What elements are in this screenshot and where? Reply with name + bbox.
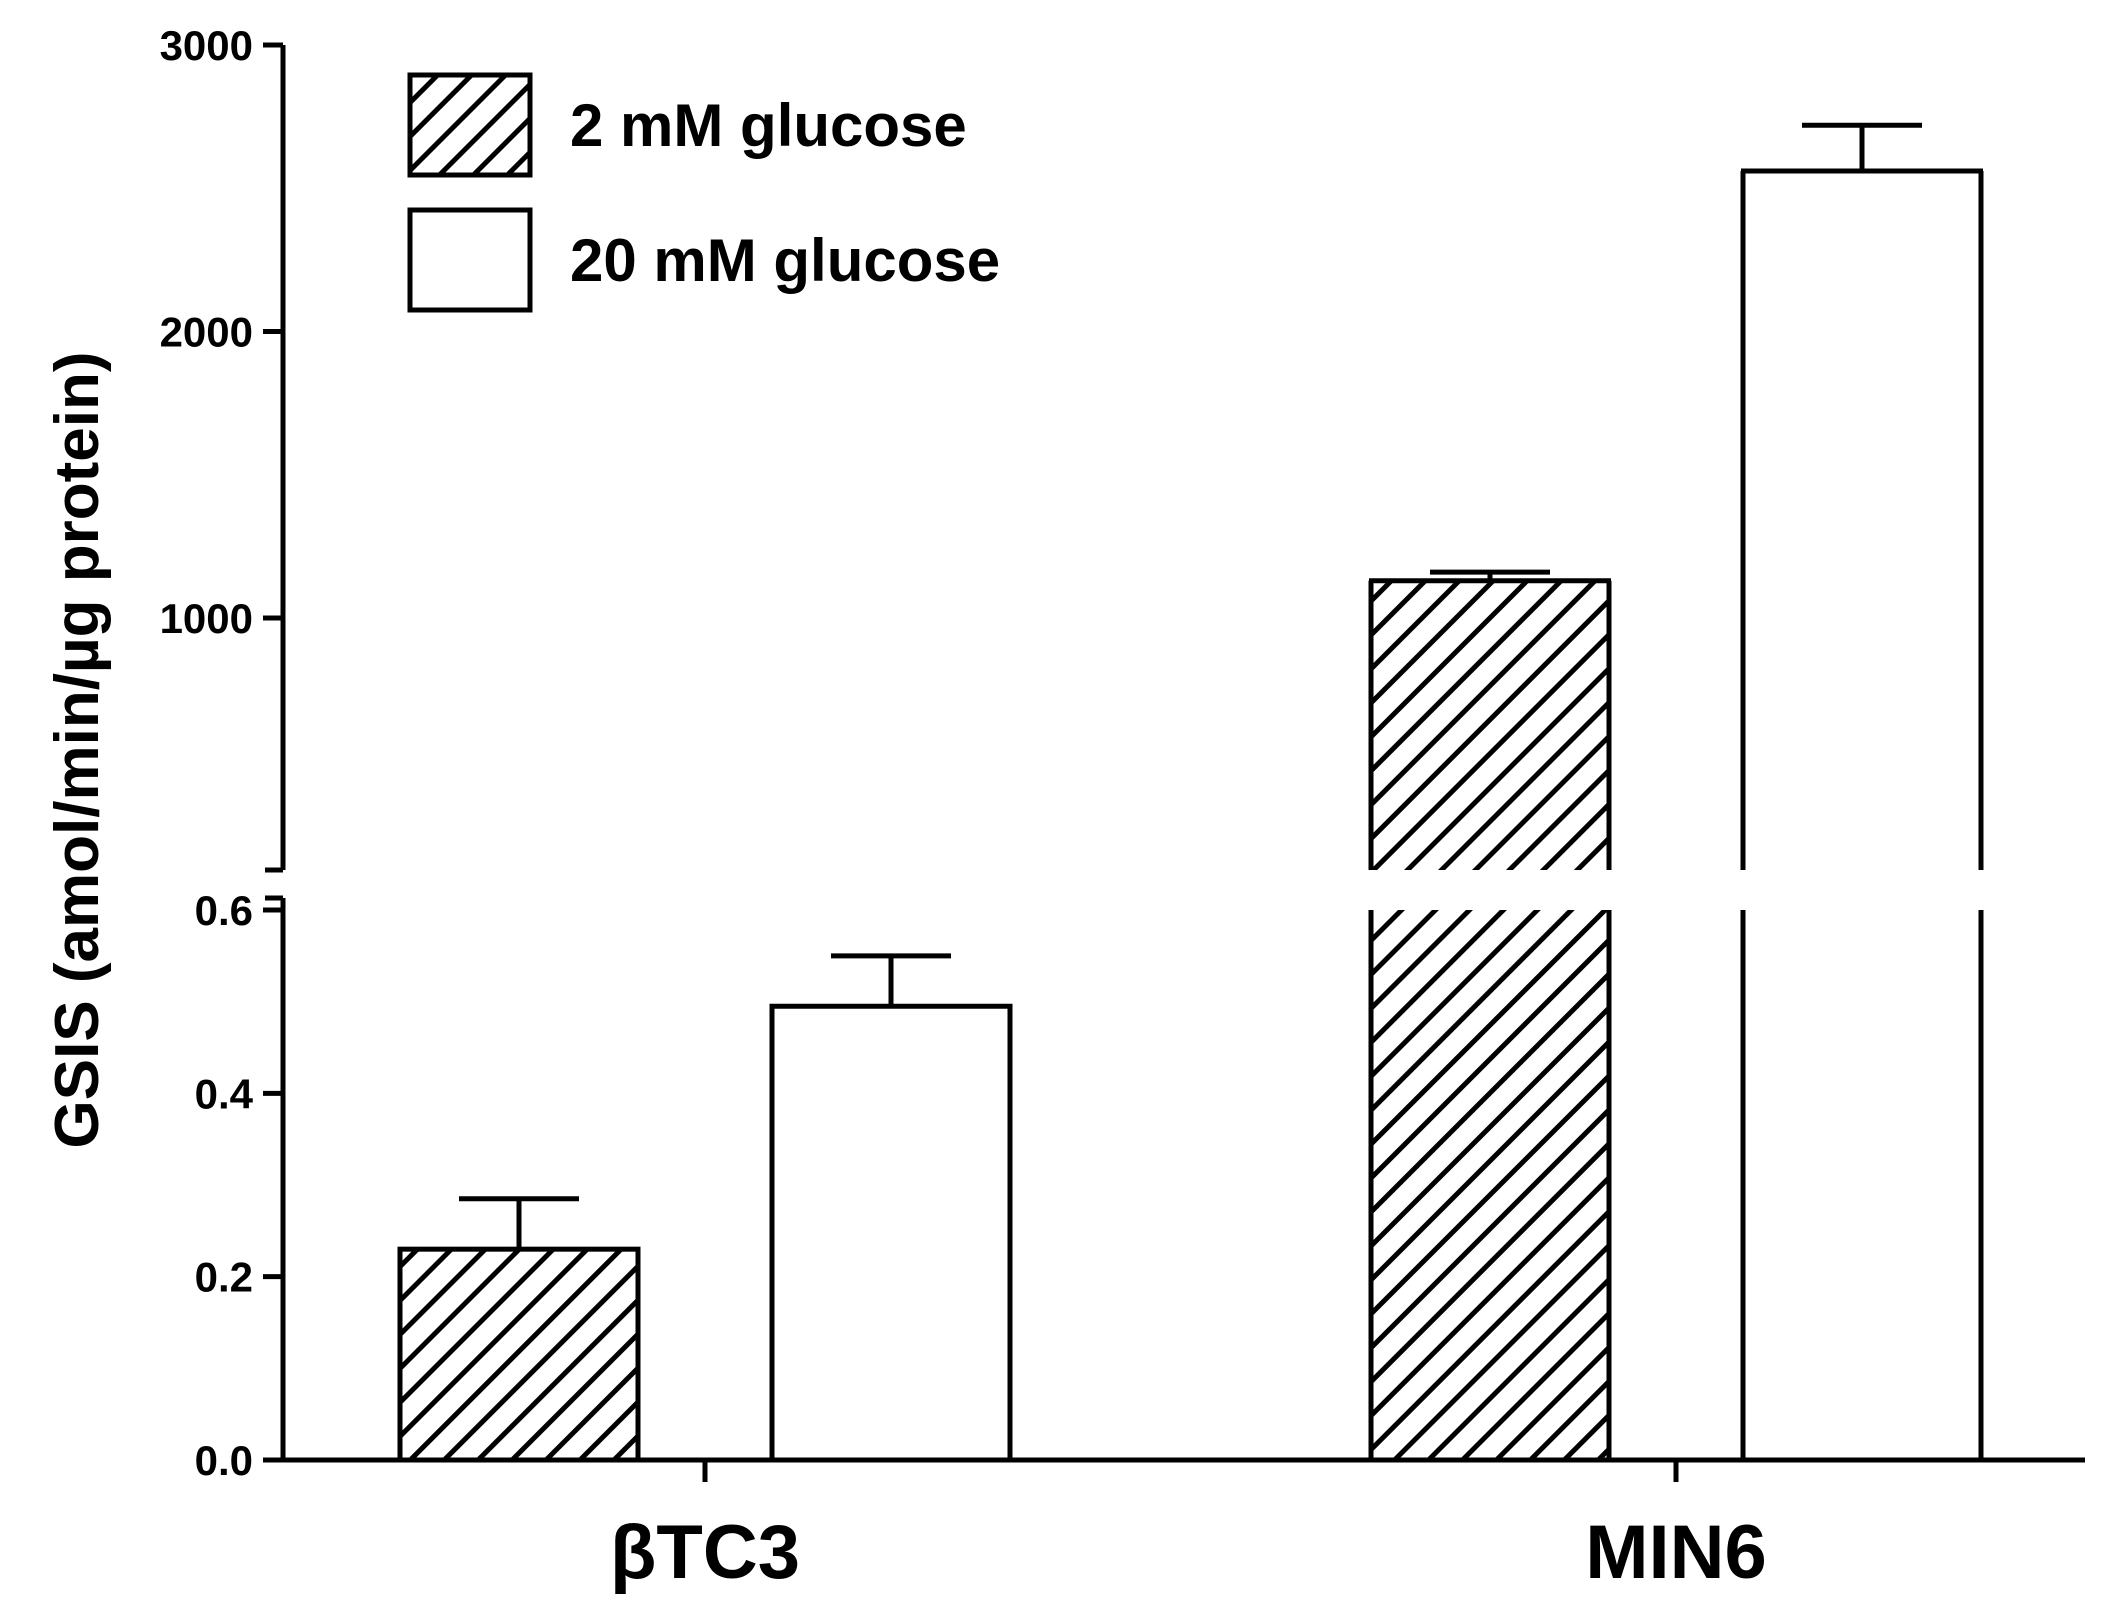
error-bars-layer — [459, 122, 1922, 1250]
legend-label: 2 mM glucose — [570, 92, 967, 159]
error-bar — [831, 953, 951, 1007]
bar-0-0 — [397, 1246, 641, 1463]
y-tick-label: 0.0 — [195, 1437, 253, 1484]
y-tick-label: 2000 — [160, 309, 253, 356]
legend-item: 20 mM glucose — [407, 207, 1000, 313]
axes-layer — [265, 45, 2085, 1463]
bar-0-1 — [769, 1003, 1013, 1463]
ticks-layer: 0.0 0.2 0.4 0.6 1000 2000 3000 βTC3 MIN6 — [160, 22, 1767, 1595]
bars-layer — [397, 168, 1984, 1463]
bar-1-0 — [1368, 578, 1612, 1463]
x-category-label: βTC3 — [610, 1510, 800, 1595]
error-bar — [459, 1196, 579, 1250]
legend-swatch — [407, 207, 533, 313]
x-category-label: MIN6 — [1585, 1510, 1767, 1595]
bar-1-1 — [1740, 168, 1984, 1463]
y-tick-label: 0.2 — [195, 1254, 253, 1301]
y-tick-label: 3000 — [160, 22, 253, 69]
legend-label: 20 mM glucose — [570, 227, 1000, 294]
y-tick-label: 0.4 — [195, 1070, 254, 1117]
y-tick-label: 1000 — [160, 595, 253, 642]
y-tick-label: 0.6 — [195, 887, 253, 934]
legend-item: 2 mM glucose — [407, 72, 967, 178]
error-bar — [1430, 569, 1550, 581]
error-bar — [1802, 122, 1922, 172]
legend: 2 mM glucose 20 mM glucose — [407, 72, 1000, 313]
y-axis-title: GSIS (amol/min/µg protein) — [43, 352, 112, 1149]
legend-swatch — [407, 72, 533, 178]
